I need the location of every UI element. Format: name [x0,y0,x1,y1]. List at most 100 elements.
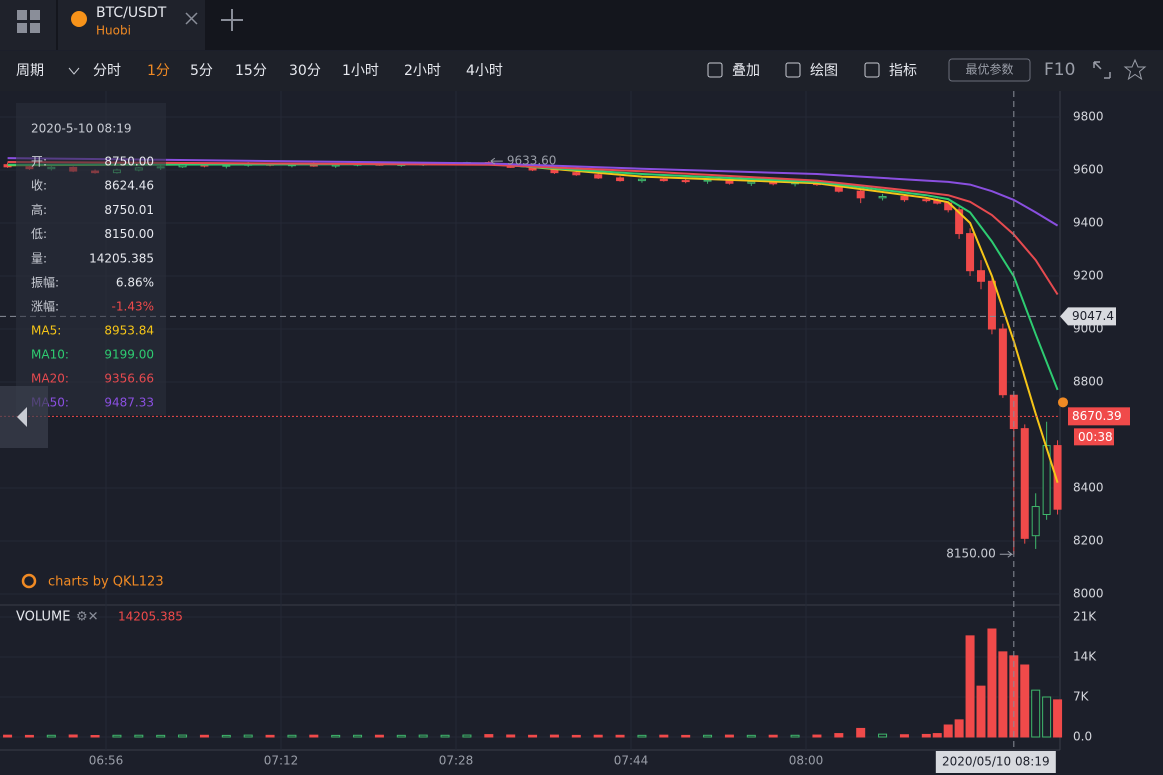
volume-bar [681,734,691,738]
close-tab[interactable] [185,12,198,25]
candle-body [572,172,581,176]
volume-bar [462,734,472,738]
candle-body [878,195,887,199]
tool[interactable]: 叠加 [732,63,760,79]
period-label: 周期 [16,63,44,79]
volume-bar [418,734,428,738]
y-tick-label: 9200 [1073,268,1104,282]
volume-bar [134,734,144,738]
volume-bar [396,734,406,738]
volume-bar [615,734,625,738]
volume-bar [768,734,778,738]
favorite[interactable] [1123,58,1147,81]
x-tick-label: 08:00 [789,754,824,768]
volume-bar [353,734,363,738]
volume-bar [987,628,997,738]
info-label: 涨幅: [31,299,59,314]
volume-bar [724,734,734,738]
tool-icon [785,62,801,78]
volume-bar [954,719,964,738]
volume-bar [440,734,450,738]
info-label: 量: [31,251,47,265]
interval[interactable]: 5分 [190,63,213,79]
candle-body [987,280,996,330]
volume-bar [976,685,986,738]
volume-bar [878,733,888,738]
volume-bar [1053,699,1063,738]
volume-settings: ⚙✕ [76,610,99,625]
watermark-logo [21,573,37,589]
volume-bar [243,734,253,738]
info-label: 收: [31,179,47,193]
new-tab[interactable] [221,9,243,31]
last-price-label: 8670.39 [1072,409,1122,423]
interval[interactable]: 30分 [289,63,321,79]
btc-icon [71,11,87,27]
best-params-button[interactable] [948,58,1031,82]
x-tick-label: 06:56 [89,754,124,768]
tool-icon [864,62,880,78]
volume-bar [593,734,603,738]
min-label: 8150.00 [946,547,996,561]
tool[interactable]: 绘图 [810,63,838,79]
candle-body [550,169,559,174]
last-price-dot [1058,397,1068,408]
volume-bar [856,727,866,738]
volume-tick-label: 0.0 [1073,730,1092,744]
y-tick-label: 8200 [1073,533,1104,547]
candle-body [977,270,985,282]
volume-tick-label: 7K [1073,690,1090,704]
info-value: 8750.00 [104,155,154,169]
info-value: 6.86% [116,276,154,290]
max-arrow [490,157,503,165]
ma-label: MA5: [31,324,61,338]
info-value: -1.43% [112,300,154,314]
f10[interactable]: F10 [1044,60,1075,80]
period-dropdown[interactable] [68,67,80,75]
info-time: 2020-5-10 08:19 [31,122,132,136]
crosshair-price-box [1060,307,1116,326]
y-tick-label: 8800 [1073,374,1104,388]
info-value: 8150.00 [104,227,154,241]
candle-body [1020,428,1029,539]
volume-bar [199,734,209,738]
volume-bar [932,733,942,738]
interval[interactable]: 4小时 [466,63,503,79]
volume-bar [68,734,78,738]
interval[interactable]: 1小时 [342,63,379,79]
grid-button[interactable] [0,0,56,50]
candle-body [747,181,756,184]
interval[interactable]: 15分 [235,63,267,79]
ma-line [7,163,1059,391]
ma-value: 8953.84 [104,324,154,338]
info-label: 振幅: [31,275,59,290]
ma-line [7,157,1059,227]
x-tick-label: 07:28 [439,754,474,768]
candle-body [922,199,931,202]
x-tick-label: 07:12 [264,754,299,768]
volume-bar [790,734,800,738]
volume-tick-label: 21K [1073,610,1097,624]
countdown-box [1074,428,1114,446]
volume-bar [265,734,275,738]
ma-label: MA20: [31,372,69,386]
interval[interactable]: 2小时 [404,63,441,79]
volume-bar [24,734,34,738]
tool[interactable]: 指标 [889,63,917,79]
info-value: 14205.385 [89,251,154,265]
volume-bar [484,734,494,738]
best-params: 最优参数 [965,62,1013,77]
watermark: charts by QKL123 [48,575,164,590]
fullscreen[interactable] [1093,61,1111,79]
x-tick-label: 07:44 [614,754,649,768]
tool-icon [707,62,723,78]
interval[interactable]: 分时 [93,63,121,79]
candle-body [1053,445,1062,510]
volume-bar [746,734,756,738]
crosshair-time-box [935,751,1056,773]
volume-bar [3,734,13,738]
info-label: 开: [31,155,47,169]
candle-body [900,195,909,201]
interval[interactable]: 1分 [147,63,170,79]
